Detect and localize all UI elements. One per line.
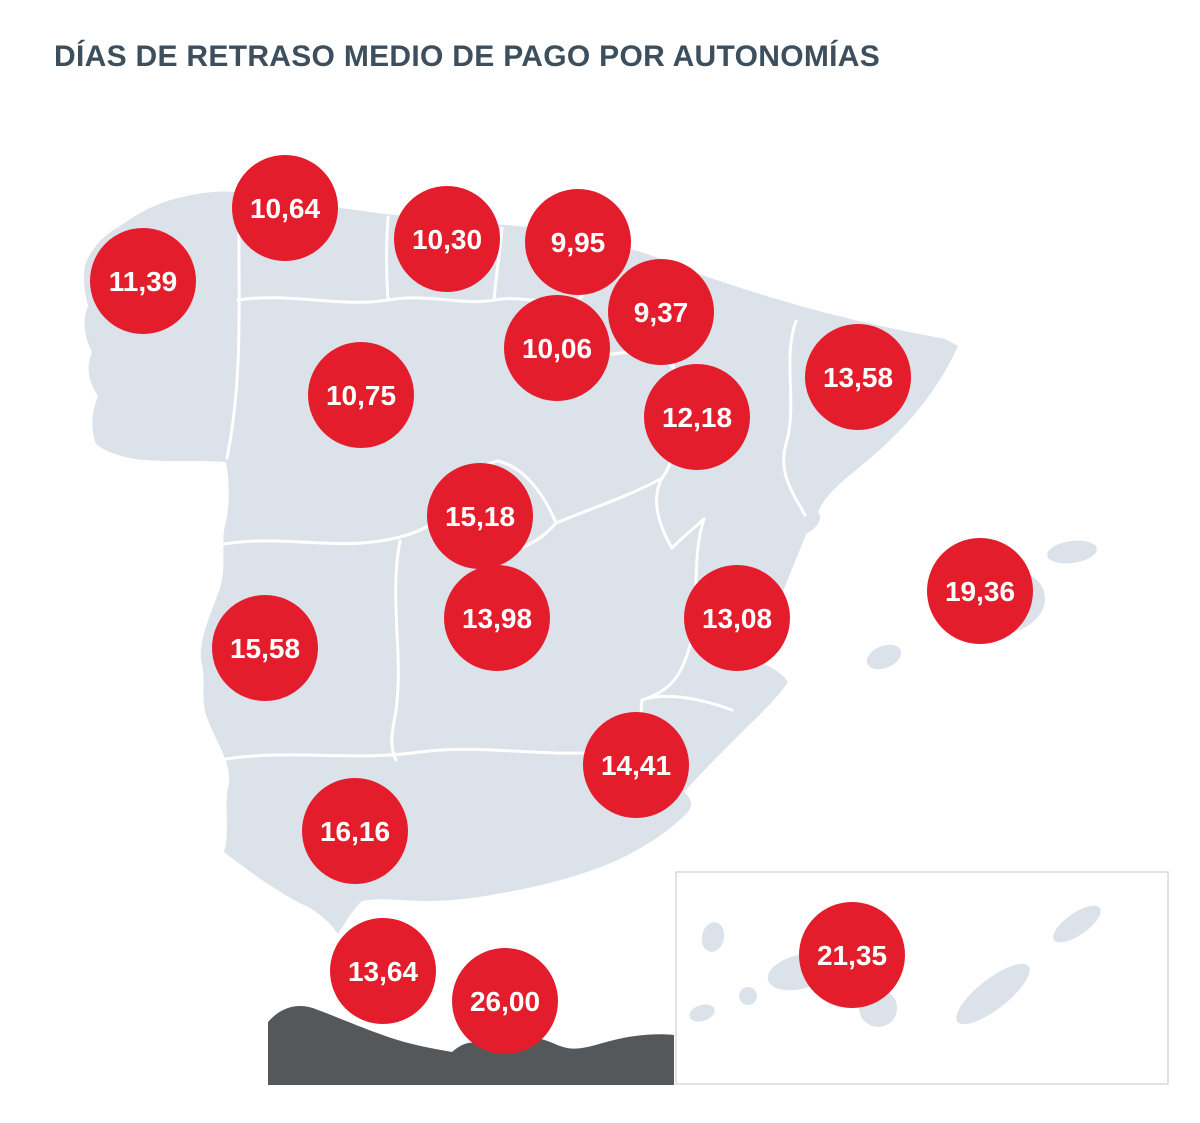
bubble-pais-vasco: 9,95 <box>525 189 631 295</box>
bubble-value-murcia: 14,41 <box>601 750 671 781</box>
bubble-circle-cantabria <box>394 186 500 292</box>
border-aragon-valencia <box>670 517 706 550</box>
bubble-value-melilla: 26,00 <box>470 986 540 1017</box>
bubble-circle-ceuta <box>330 918 436 1024</box>
bubble-cataluna: 13,58 <box>805 324 911 430</box>
spain-peninsula-shape <box>83 191 959 934</box>
bubble-value-madrid: 15,18 <box>445 501 515 532</box>
bubble-asturias: 10,64 <box>232 155 338 261</box>
bubble-circle-la-rioja <box>504 295 610 401</box>
bubble-circle-cataluna <box>805 324 911 430</box>
bubble-circle-madrid <box>427 463 533 569</box>
bubble-value-castilla-la-mancha: 13,98 <box>462 603 532 634</box>
fuerteventura-island <box>956 963 1030 1025</box>
bubble-value-asturias: 10,64 <box>250 193 320 224</box>
bubble-value-navarra: 9,37 <box>634 297 689 328</box>
bubble-baleares: 19,36 <box>927 538 1033 644</box>
bubble-circle-canarias <box>799 902 905 1008</box>
menorca-island <box>1047 540 1097 564</box>
bubble-value-cantabria: 10,30 <box>412 224 482 255</box>
lanzarote-island <box>1053 905 1101 943</box>
border-castilla-leon-north <box>236 296 578 304</box>
bubble-circle-andalucia <box>302 778 408 884</box>
bubble-circle-pais-vasco <box>525 189 631 295</box>
bubble-circle-baleares <box>927 538 1033 644</box>
bubble-ceuta: 13,64 <box>330 918 436 1024</box>
bubble-circle-galicia <box>90 228 196 334</box>
inset-frame <box>675 871 1169 1085</box>
bubble-circle-asturias <box>232 155 338 261</box>
bubble-murcia: 14,41 <box>583 712 689 818</box>
bubble-value-castilla-leon: 10,75 <box>326 380 396 411</box>
bubble-circle-valencia <box>684 565 790 671</box>
canary-islands-inset <box>675 871 1169 1085</box>
la-palma-island <box>701 922 725 952</box>
la-gomera-island <box>739 987 757 1005</box>
border-castillaleon-clm <box>554 476 664 525</box>
bubble-galicia: 11,39 <box>90 228 196 334</box>
bubble-extremadura: 15,58 <box>212 595 318 701</box>
bubble-value-baleares: 19,36 <box>945 576 1015 607</box>
border-extremadura-clm <box>390 539 402 762</box>
bubble-value-aragon: 12,18 <box>662 402 732 433</box>
bubble-circle-extremadura <box>212 595 318 701</box>
el-hierro-island <box>689 1004 715 1022</box>
bubble-circle-murcia <box>583 712 689 818</box>
border-cantabria-paisvasco <box>492 226 504 302</box>
bubble-value-la-rioja: 10,06 <box>522 333 592 364</box>
bubble-value-valencia: 13,08 <box>702 603 772 634</box>
bubble-navarra: 9,37 <box>608 259 714 365</box>
bubble-value-galicia: 11,39 <box>109 266 178 297</box>
bubble-melilla: 26,00 <box>452 948 558 1054</box>
bubble-madrid: 15,18 <box>427 463 533 569</box>
bubble-circle-aragon <box>644 364 750 470</box>
bubble-value-andalucia: 16,16 <box>320 816 390 847</box>
bubble-value-ceuta: 13,64 <box>348 956 418 987</box>
bubble-circle-melilla <box>452 948 558 1054</box>
page-title: DÍAS DE RETRASO MEDIO DE PAGO POR AUTONO… <box>54 40 881 73</box>
bubble-castilla-leon: 10,75 <box>308 342 414 448</box>
bubble-la-rioja: 10,06 <box>504 295 610 401</box>
bubble-circle-castilla-la-mancha <box>444 565 550 671</box>
bubble-value-canarias: 21,35 <box>817 940 887 971</box>
bubble-circle-navarra <box>608 259 714 365</box>
bubble-andalucia: 16,16 <box>302 778 408 884</box>
bubble-value-extremadura: 15,58 <box>230 633 300 664</box>
border-asturias-cantabria <box>385 215 390 302</box>
border-clm-valencia <box>640 517 706 702</box>
bubble-cantabria: 10,30 <box>394 186 500 292</box>
bubble-canarias: 21,35 <box>799 902 905 1008</box>
africa-coast-silhouette <box>268 1006 674 1085</box>
border-aragon-cataluna <box>782 319 807 517</box>
bubble-circle-castilla-leon <box>308 342 414 448</box>
ibiza-island <box>866 644 902 670</box>
bubble-valencia: 13,08 <box>684 565 790 671</box>
bubble-castilla-la-mancha: 13,98 <box>444 565 550 671</box>
border-castilla-leon-south <box>222 519 438 546</box>
value-bubbles: 11,39 10,64 10,30 9,95 9,37 10,06 <box>90 155 1033 1054</box>
bubble-value-cataluna: 13,58 <box>823 362 893 393</box>
bubble-aragon: 12,18 <box>644 364 750 470</box>
bubble-value-pais-vasco: 9,95 <box>551 227 606 258</box>
